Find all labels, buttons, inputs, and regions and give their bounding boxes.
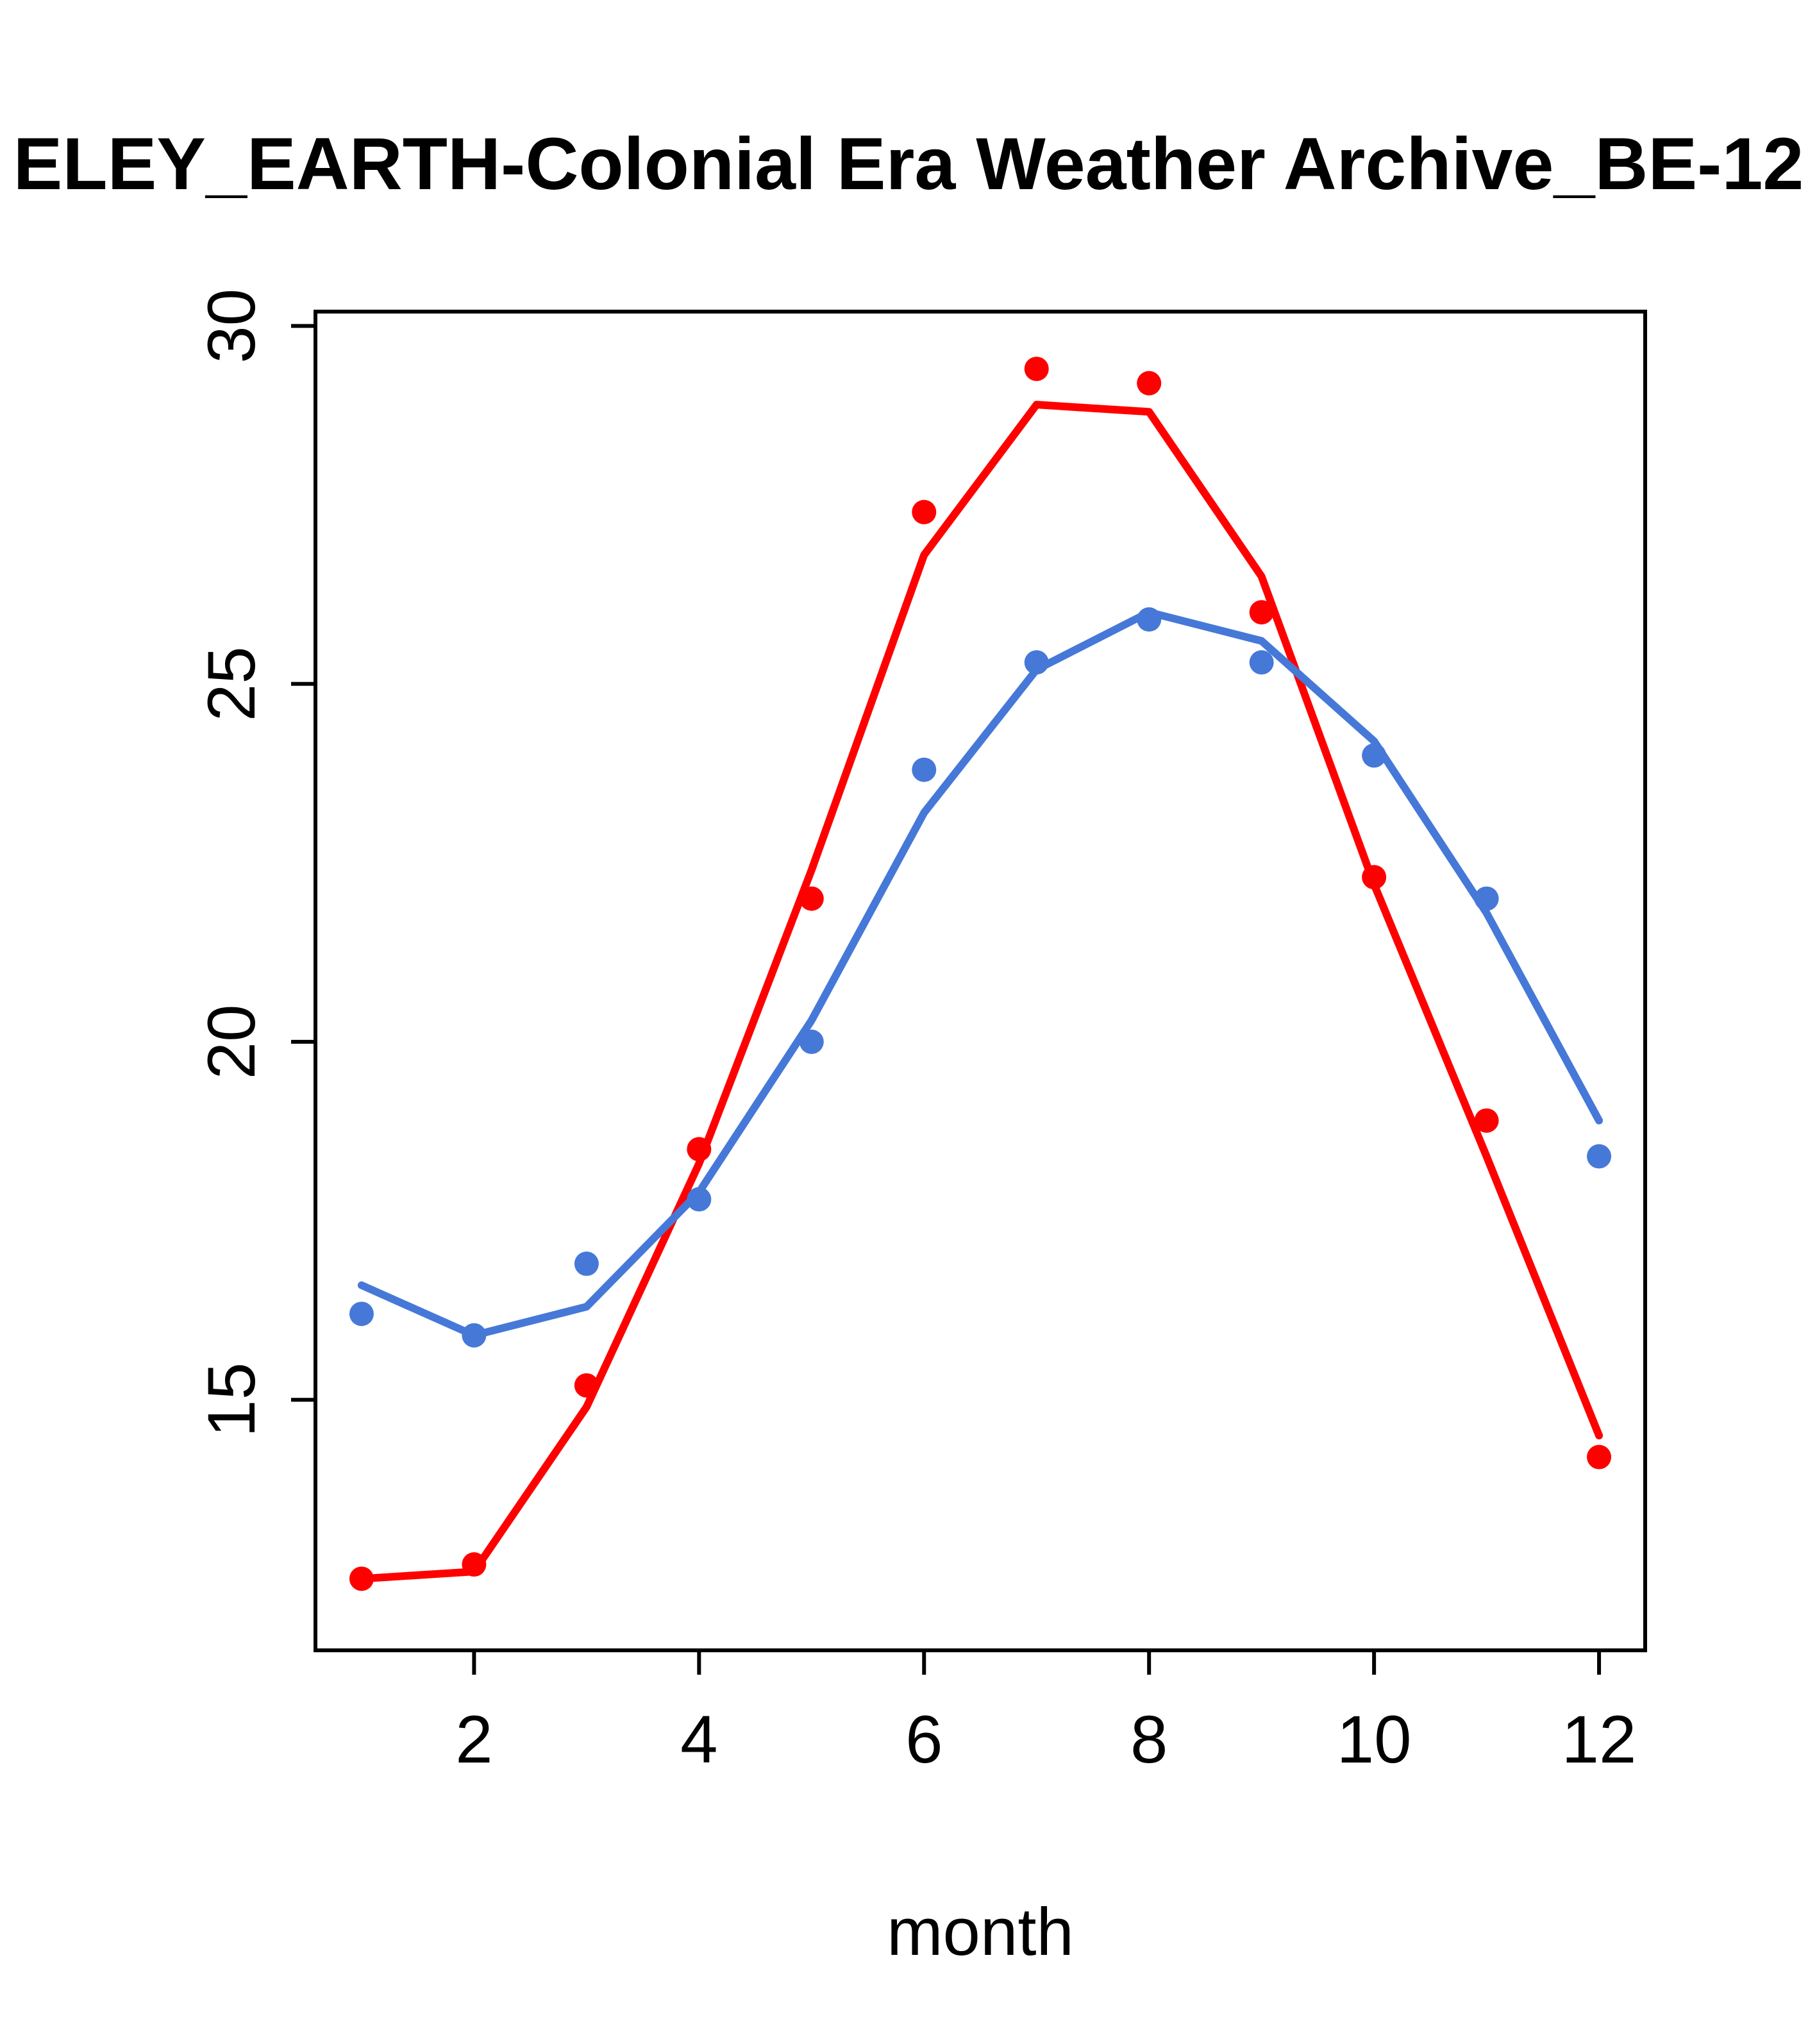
x-tick-label: 6: [905, 1702, 942, 1777]
blue-points-marker: [574, 1252, 599, 1277]
blue-points-marker: [1249, 650, 1274, 675]
red-points-marker: [687, 1137, 712, 1162]
blue-points-marker: [462, 1323, 487, 1348]
x-tick-label: 4: [680, 1702, 717, 1777]
y-tick-label: 20: [194, 1005, 269, 1080]
blue-line: [357, 608, 1603, 1339]
x-axis-label: month: [887, 1895, 1074, 1970]
plot-box: [314, 310, 1647, 1652]
red-points-marker: [799, 886, 824, 911]
red-points-marker: [1137, 371, 1162, 396]
blue-points-marker: [1362, 743, 1387, 768]
red-points-marker: [1474, 1108, 1499, 1133]
red-points-marker: [462, 1552, 487, 1577]
blue-points-marker: [1587, 1144, 1612, 1169]
blue-points-marker: [349, 1302, 374, 1327]
red-points-marker: [574, 1373, 599, 1398]
blue-points-marker: [912, 757, 937, 782]
blue-points-marker: [1474, 886, 1499, 911]
red-points-marker: [1587, 1445, 1612, 1470]
x-tick-label: 2: [455, 1702, 492, 1777]
red-points-marker: [912, 499, 937, 524]
x-tick-label: 8: [1130, 1702, 1168, 1777]
blue-points-marker: [1137, 607, 1162, 632]
red-line: [357, 401, 1603, 1583]
red-points-marker: [1249, 599, 1274, 624]
red-points-marker: [349, 1566, 374, 1591]
x-tick-label: 10: [1337, 1702, 1412, 1777]
blue-points-marker: [687, 1187, 712, 1212]
blue-points-marker: [799, 1029, 824, 1054]
red-points-marker: [1362, 865, 1387, 890]
red-points-marker: [1024, 356, 1049, 381]
y-tick-label: 25: [194, 646, 269, 721]
x-tick-label: 12: [1562, 1702, 1637, 1777]
y-tick-label: 15: [194, 1362, 269, 1437]
blue-points-marker: [1024, 650, 1049, 675]
y-tick-label: 30: [194, 289, 269, 364]
chart-title: ELEY_EARTH-Colonial Era Weather Archive_…: [13, 123, 1804, 205]
